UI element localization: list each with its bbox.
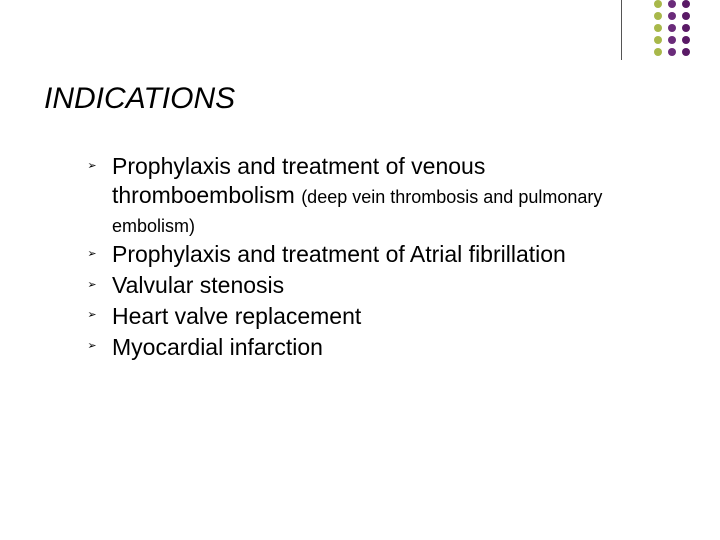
dot-icon [682, 48, 690, 56]
list-item-text: Heart valve replacement [112, 302, 660, 331]
dot-column [668, 0, 676, 56]
dot-column [682, 0, 690, 56]
dot-icon [654, 24, 662, 32]
title-divider [621, 0, 622, 60]
list-item: ➢ Prophylaxis and treatment of Atrial fi… [86, 240, 660, 269]
dot-icon [668, 24, 676, 32]
list-item: ➢ Myocardial infarction [86, 333, 660, 362]
bullet-icon: ➢ [86, 341, 98, 353]
bullet-icon: ➢ [86, 310, 98, 322]
dot-icon [654, 12, 662, 20]
list-item: ➢ Valvular stenosis [86, 271, 660, 300]
slide: INDICATIONS ➢ Prophylaxis and treatment … [0, 0, 720, 540]
list-item: ➢ Heart valve replacement [86, 302, 660, 331]
dot-icon [682, 24, 690, 32]
dot-icon [668, 36, 676, 44]
dot-icon [668, 0, 676, 8]
list-item-text: Myocardial infarction [112, 333, 660, 362]
bullet-icon: ➢ [86, 160, 98, 172]
list-item-text: Prophylaxis and treatment of Atrial fibr… [112, 240, 660, 269]
dot-icon [682, 12, 690, 20]
dot-icon [654, 36, 662, 44]
slide-title: INDICATIONS [44, 82, 235, 116]
dot-icon [682, 36, 690, 44]
list-item: ➢ Prophylaxis and treatment of venous th… [86, 152, 660, 238]
dot-column [654, 0, 662, 56]
dot-icon [654, 0, 662, 8]
dot-icon [654, 48, 662, 56]
bullet-icon: ➢ [86, 248, 98, 260]
list-item-text: Valvular stenosis [112, 271, 660, 300]
dot-icon [682, 0, 690, 8]
dot-icon [668, 12, 676, 20]
corner-dot-grid [654, 0, 690, 56]
bullet-list: ➢ Prophylaxis and treatment of venous th… [86, 152, 660, 363]
bullet-icon: ➢ [86, 279, 98, 291]
dot-icon [668, 48, 676, 56]
list-item-text: Prophylaxis and treatment of venous thro… [112, 152, 660, 238]
